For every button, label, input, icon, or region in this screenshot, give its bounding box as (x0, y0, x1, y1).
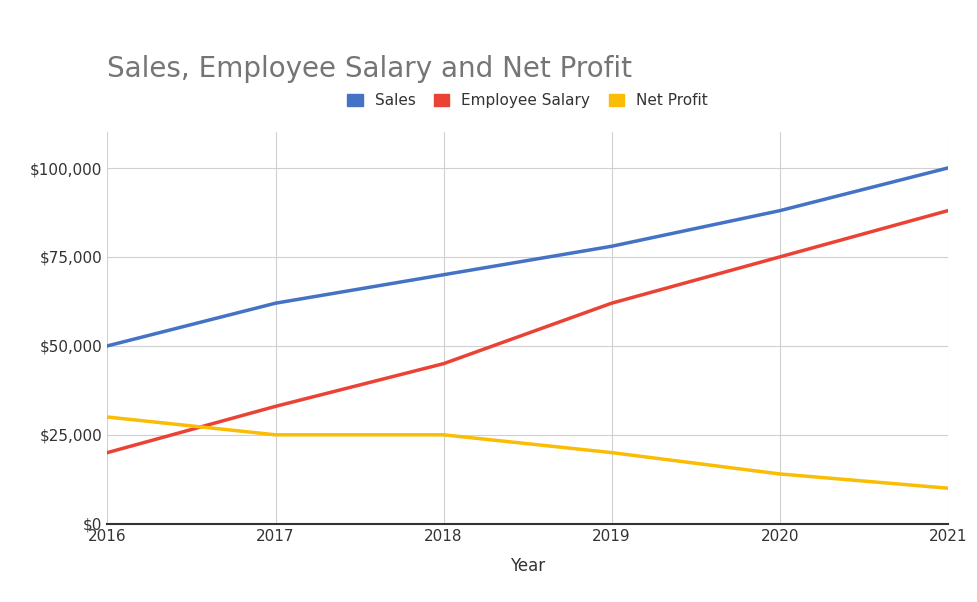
Sales (942, 164, 954, 172)
Employee Salary (774, 253, 786, 261)
Sales (606, 243, 617, 250)
Sales (438, 271, 449, 278)
Net Profit (774, 470, 786, 477)
Legend: Sales, Employee Salary, Net Profit: Sales, Employee Salary, Net Profit (347, 93, 708, 108)
X-axis label: Year: Year (510, 557, 545, 576)
Line: Sales: Sales (107, 168, 948, 346)
Employee Salary (942, 207, 954, 214)
Employee Salary (606, 300, 617, 307)
Sales (774, 207, 786, 214)
Line: Employee Salary: Employee Salary (107, 211, 948, 453)
Net Profit (270, 431, 281, 438)
Employee Salary (102, 449, 113, 456)
Line: Net Profit: Net Profit (107, 417, 948, 488)
Sales (270, 300, 281, 307)
Sales (102, 343, 113, 350)
Net Profit (438, 431, 449, 438)
Net Profit (606, 449, 617, 456)
Net Profit (102, 414, 113, 421)
Employee Salary (270, 403, 281, 410)
Net Profit (942, 485, 954, 492)
Employee Salary (438, 360, 449, 367)
Text: Sales, Employee Salary and Net Profit: Sales, Employee Salary and Net Profit (107, 55, 632, 83)
